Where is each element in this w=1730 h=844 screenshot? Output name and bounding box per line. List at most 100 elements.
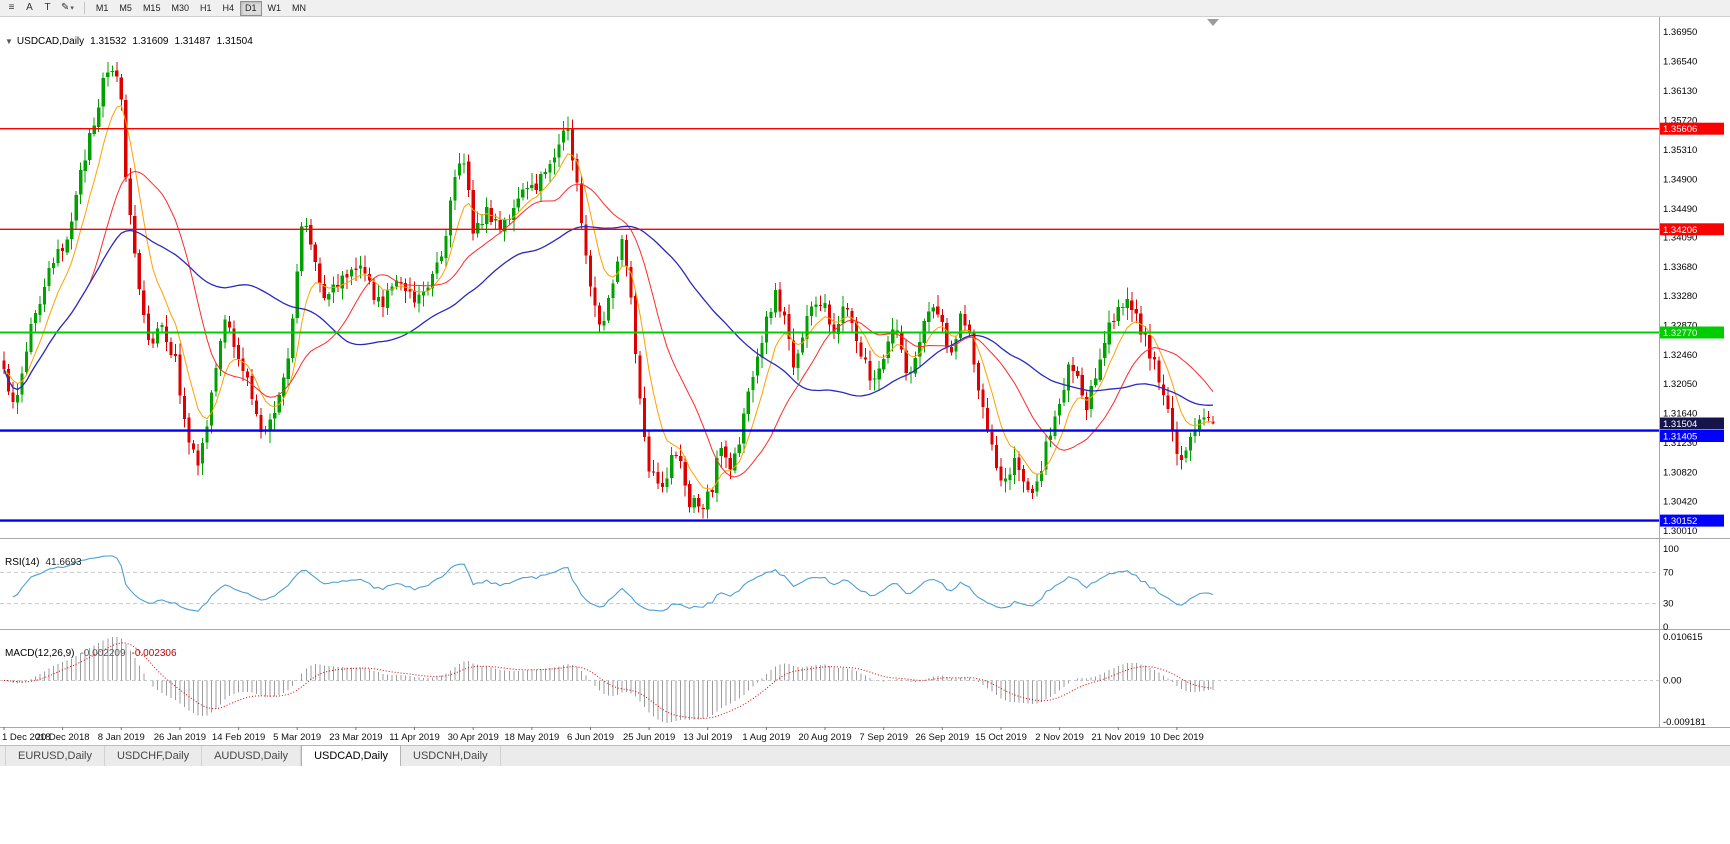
chevron-down-icon: ▾ [70,4,74,12]
svg-text:1.32460: 1.32460 [1663,350,1697,361]
ohlc-close: 1.31504 [216,36,253,47]
macd-signal-value: -0.002306 [131,648,177,659]
chart-shift-marker[interactable] [1207,19,1219,26]
ohlc-high: 1.31609 [132,36,169,47]
svg-text:10 Dec 2019: 10 Dec 2019 [1150,732,1204,743]
svg-text:7 Sep 2019: 7 Sep 2019 [859,732,908,743]
svg-text:1.32870: 1.32870 [1663,320,1697,331]
ohlc-low: 1.31487 [174,36,211,47]
svg-text:20 Dec 2018: 20 Dec 2018 [36,732,90,743]
svg-text:1.31405: 1.31405 [1663,432,1697,443]
chart-canvas[interactable]: 1.36950 1.36540 1.36130 1.35720 1.35310 1.349… [0,17,1730,745]
svg-text:1.34206: 1.34206 [1663,225,1697,236]
candles-layer[interactable] [2,62,1215,519]
svg-text:0: 0 [1663,622,1668,633]
svg-text:21 Nov 2019: 21 Nov 2019 [1091,732,1145,743]
svg-text:6 Jun 2019: 6 Jun 2019 [567,732,614,743]
svg-text:1.30152: 1.30152 [1663,516,1697,527]
tab-usdcad-daily[interactable]: USDCAD,Daily [301,745,402,766]
svg-text:100: 100 [1663,544,1679,555]
svg-text:1.30820: 1.30820 [1663,468,1697,479]
svg-text:1.32770: 1.32770 [1663,328,1697,339]
macd-indicator-name: MACD(12,26,9) [5,648,75,659]
rsi-panel: 100 70 30 0 [0,544,1679,633]
svg-text:1.34900: 1.34900 [1663,174,1697,185]
chart-objects-icon[interactable]: ≡ [3,1,20,16]
ma-slow-line [3,225,1214,406]
svg-text:1.35310: 1.35310 [1663,145,1697,156]
svg-text:1.33680: 1.33680 [1663,262,1697,273]
timeframe-mn-button[interactable]: MN [287,1,311,16]
svg-text:1 Dec 2018: 1 Dec 2018 [2,732,51,743]
svg-text:1.30010: 1.30010 [1663,526,1697,537]
chart-tabs-bar: EURUSD,Daily USDCHF,Daily AUDUSD,Daily U… [0,745,1730,766]
chart-area[interactable]: 1.36950 1.36540 1.36130 1.35720 1.35310 1.349… [0,17,1730,745]
chart-symbol-label: USDCAD,Daily [16,36,85,47]
svg-text:26 Sep 2019: 26 Sep 2019 [915,732,969,743]
macd-main-value: -0.002209 [80,648,126,659]
horizontal-levels[interactable] [0,127,1659,522]
timeframe-d1-button[interactable]: D1 [240,0,262,16]
svg-text:1.34090: 1.34090 [1663,233,1697,244]
tab-eurusd-daily[interactable]: EURUSD,Daily [5,746,105,766]
rsi-label: RSI(14) 41.6693 [5,557,82,568]
svg-text:2 Nov 2019: 2 Nov 2019 [1035,732,1084,743]
timeframe-h4-button[interactable]: H4 [217,1,239,16]
timeframe-w1-button[interactable]: W1 [263,1,287,16]
svg-text:5 Mar 2019: 5 Mar 2019 [273,732,321,743]
svg-text:18 May 2019: 18 May 2019 [504,732,559,743]
rsi-indicator-value: 41.6693 [45,557,82,568]
svg-text:1.34490: 1.34490 [1663,204,1697,215]
chart-title: ▼ USDCAD,Daily 1.31532 1.31609 1.31487 1… [5,36,253,47]
svg-text:1.36130: 1.36130 [1663,86,1697,97]
svg-text:1.31230: 1.31230 [1663,438,1697,449]
arrow-tool-button[interactable]: A [21,1,38,16]
macd-panel: 0.010615 0.00 -0.009181 [0,632,1706,728]
pencil-icon: ✎ [61,2,70,13]
svg-text:-0.009181: -0.009181 [1663,717,1706,728]
svg-text:30 Apr 2019: 30 Apr 2019 [448,732,499,743]
timeframe-m30-button[interactable]: M30 [166,1,194,16]
svg-text:20 Aug 2019: 20 Aug 2019 [798,732,851,743]
text-tool-button[interactable]: T [39,1,56,16]
top-toolbar: ≡ A T ✎ ▾ M1 M5 M15 M30 H1 H4 D1 W1 MN [0,0,1730,17]
svg-text:14 Feb 2019: 14 Feb 2019 [212,732,265,743]
svg-text:1.35720: 1.35720 [1663,116,1697,127]
tab-usdchf-daily[interactable]: USDCHF,Daily [105,746,203,766]
svg-text:1.36540: 1.36540 [1663,57,1697,68]
svg-text:13 Jul 2019: 13 Jul 2019 [683,732,732,743]
macd-label: MACD(12,26,9) -0.002209 -0.002306 [5,648,177,659]
tab-usdcnh-daily[interactable]: USDCNH,Daily [401,746,501,766]
timeframe-h1-button[interactable]: H1 [195,1,217,16]
svg-text:1.31504: 1.31504 [1663,419,1697,430]
svg-text:1.32050: 1.32050 [1663,379,1697,390]
svg-text:70: 70 [1663,567,1674,578]
svg-text:1.31640: 1.31640 [1663,409,1697,420]
collapse-triangle-icon[interactable]: ▼ [5,37,13,46]
svg-text:23 Mar 2019: 23 Mar 2019 [329,732,382,743]
svg-text:15 Oct 2019: 15 Oct 2019 [975,732,1027,743]
timeframe-m15-button[interactable]: M15 [138,1,166,16]
tab-audusd-daily[interactable]: AUDUSD,Daily [202,746,302,766]
svg-text:25 Jun 2019: 25 Jun 2019 [623,732,675,743]
svg-text:11 Apr 2019: 11 Apr 2019 [389,732,440,743]
rsi-line [12,555,1214,612]
svg-text:1.30420: 1.30420 [1663,496,1697,507]
ohlc-open: 1.31532 [90,36,127,47]
svg-text:0.00: 0.00 [1663,676,1682,687]
macd-histogram [8,637,1214,723]
timeframe-m1-button[interactable]: M1 [91,1,114,16]
svg-text:8 Jan 2019: 8 Jan 2019 [98,732,145,743]
price-badges: 1.35606 1.34206 1.32770 1.31504 1.31405 1.301… [1660,122,1724,527]
price-axis: 1.36950 1.36540 1.36130 1.35720 1.35310 1.349… [1663,27,1697,537]
svg-text:1.36950: 1.36950 [1663,27,1697,38]
timeframe-m5-button[interactable]: M5 [114,1,137,16]
svg-text:1.33280: 1.33280 [1663,291,1697,302]
drawing-tools-button[interactable]: ✎ ▾ [57,1,78,16]
svg-text:1.35606: 1.35606 [1663,124,1697,135]
svg-text:0.010615: 0.010615 [1663,632,1703,643]
panel-separators [0,17,1730,728]
svg-text:1 Aug 2019: 1 Aug 2019 [742,732,790,743]
